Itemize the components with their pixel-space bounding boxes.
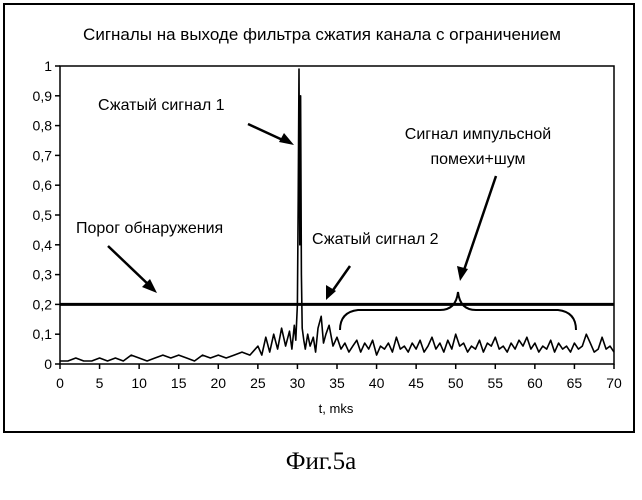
chart-title: Сигналы на выходе фильтра сжатия канала … xyxy=(83,25,561,44)
x-tick-label: 55 xyxy=(487,375,503,391)
x-axis-label: t, mks xyxy=(319,401,354,416)
x-tick-label: 15 xyxy=(171,375,187,391)
y-tick-label: 0,4 xyxy=(33,237,53,253)
x-tick-label: 50 xyxy=(448,375,464,391)
x-tick-label: 10 xyxy=(131,375,147,391)
x-tick-label: 70 xyxy=(606,375,622,391)
annotation-compressed-signal-1: Сжатый сигнал 1 xyxy=(98,97,225,114)
y-tick-label: 0,5 xyxy=(33,207,53,223)
y-tick-label: 0,9 xyxy=(33,88,53,104)
x-tick-label: 65 xyxy=(567,375,583,391)
y-tick-label: 0,1 xyxy=(33,326,53,342)
annotation-pulse-interference-line2: помехи+шум xyxy=(430,151,525,168)
annotation-threshold: Порог обнаружения xyxy=(76,220,223,237)
y-tick-label: 0,6 xyxy=(33,177,53,193)
x-tick-label: 0 xyxy=(56,375,64,391)
chart: Сигналы на выходе фильтра сжатия канала … xyxy=(0,0,642,436)
x-tick-label: 60 xyxy=(527,375,543,391)
chart-border xyxy=(4,4,634,432)
y-tick-label: 1 xyxy=(44,58,52,74)
x-tick-label: 30 xyxy=(290,375,306,391)
y-tick-label: 0 xyxy=(44,356,52,372)
annotation-compressed-signal-2: Сжатый сигнал 2 xyxy=(312,231,439,248)
x-tick-label: 20 xyxy=(210,375,226,391)
x-tick-label: 45 xyxy=(408,375,424,391)
y-tick-label: 0,2 xyxy=(33,296,53,312)
x-tick-label: 35 xyxy=(329,375,345,391)
x-tick-label: 5 xyxy=(96,375,104,391)
annotation-pulse-interference-line1: Сигнал импульсной xyxy=(405,126,551,143)
y-tick-label: 0,3 xyxy=(33,267,53,283)
y-tick-label: 0,8 xyxy=(33,118,53,134)
x-tick-label: 40 xyxy=(369,375,385,391)
figure-caption: Фиг.5а xyxy=(0,448,642,476)
y-tick-label: 0,7 xyxy=(33,147,53,163)
x-tick-label: 25 xyxy=(250,375,266,391)
